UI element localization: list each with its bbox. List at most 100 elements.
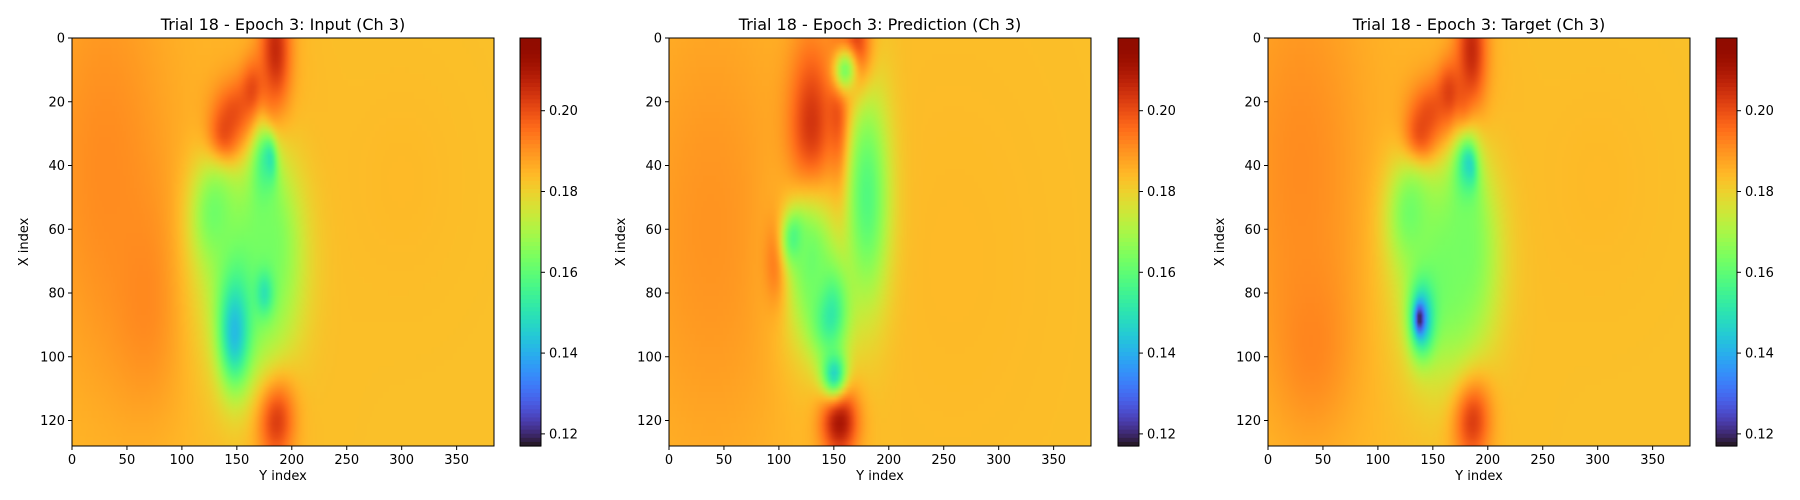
colorbar-segment: [1716, 201, 1737, 206]
colorbar-segment: [1118, 66, 1139, 72]
colorbar-segment: [1716, 188, 1737, 194]
y-tick-label: 20: [645, 95, 662, 110]
colorbar-segment: [1716, 368, 1737, 374]
y-tick-label: 60: [645, 223, 662, 238]
colorbar-segment: [520, 152, 541, 157]
colorbar-frame: [1117, 37, 1140, 447]
colorbar-segment: [1118, 70, 1139, 76]
colorbar-segment: [520, 164, 541, 170]
colorbar-segment: [520, 282, 541, 288]
colorbar-segment: [1716, 42, 1737, 47]
colorbar-segment: [520, 217, 541, 223]
colorbar-segment: [1716, 266, 1737, 272]
colorbar-segment: [1716, 429, 1737, 435]
colorbar-segment: [1716, 441, 1737, 447]
colorbar-segment: [520, 193, 541, 198]
colorbar-segment: [1118, 299, 1139, 304]
colorbar-segment: [1716, 86, 1737, 92]
colorbar-segment: [520, 392, 541, 398]
colorbar-segment: [520, 388, 541, 394]
colorbar-segment: [1118, 168, 1139, 174]
colorbar-segment: [1118, 254, 1139, 259]
y-tick-label: 80: [48, 287, 65, 302]
colorbar-segment: [520, 95, 541, 100]
colorbar-segment: [1118, 348, 1139, 353]
x-tick-label: 200: [876, 453, 901, 468]
chart-title: Trial 18 - Epoch 3: Target (Ch 3): [1352, 15, 1605, 34]
colorbar-segment: [1118, 107, 1139, 113]
colorbar-segment: [1716, 38, 1737, 43]
colorbar-segment: [1118, 99, 1139, 104]
colorbar-tick-label: 0.18: [1147, 185, 1176, 200]
colorbar-segment: [520, 197, 541, 202]
colorbar-segment: [1716, 397, 1737, 402]
colorbar-segment: [520, 286, 541, 292]
colorbar-segment: [520, 266, 541, 272]
colorbar-segment: [520, 229, 541, 235]
colorbar-segment: [520, 86, 541, 92]
colorbar-segment: [1716, 286, 1737, 292]
colorbar-segment: [1118, 188, 1139, 194]
colorbar-segment: [1118, 50, 1139, 55]
colorbar-segment: [1118, 392, 1139, 398]
colorbar-segment: [520, 246, 541, 251]
colorbar-segment: [520, 421, 541, 427]
colorbar-segment: [1716, 323, 1737, 329]
colorbar-segment: [1118, 193, 1139, 198]
colorbar-segment: [520, 111, 541, 117]
y-tick-label: 100: [637, 350, 662, 365]
colorbar-segment: [1118, 156, 1139, 161]
colorbar-segment: [1118, 103, 1139, 108]
x-tick-label: 50: [716, 453, 733, 468]
colorbar-segment: [1118, 417, 1139, 423]
y-tick-label: 20: [48, 95, 65, 110]
colorbar-segment: [1716, 315, 1737, 321]
chart-title: Trial 18 - Epoch 3: Input (Ch 3): [160, 15, 405, 34]
colorbar-segment: [520, 54, 541, 59]
colorbar-segment: [1118, 331, 1139, 337]
x-tick-label: 200: [1475, 453, 1500, 468]
colorbar-segment: [1716, 246, 1737, 251]
colorbar-segment: [520, 250, 541, 255]
chart-panel-2: Trial 18 - Epoch 3: Prediction (Ch 3) 0 50…: [614, 15, 1176, 484]
colorbar-segment: [1118, 78, 1139, 84]
y-tick-label: 120: [1236, 414, 1261, 429]
colorbar-segment: [1716, 164, 1737, 170]
colorbar-segment: [1716, 348, 1737, 353]
colorbar-segment: [1118, 38, 1139, 43]
colorbar-segment: [1118, 413, 1139, 419]
colorbar-segment: [520, 270, 541, 276]
colorbar-segment: [520, 172, 541, 178]
colorbar-segment: [1716, 295, 1737, 300]
y-tick-label: 40: [645, 159, 662, 174]
colorbar-segment: [1716, 172, 1737, 178]
colorbar-segment: [520, 123, 541, 129]
colorbar: 0.12 0.14 0.16 0.18 0.20: [1715, 37, 1774, 447]
colorbar-segment: [520, 74, 541, 80]
colorbar-segment: [520, 176, 541, 182]
colorbar-segment: [520, 307, 541, 312]
colorbar-segment: [1716, 135, 1737, 141]
colorbar-segment: [1716, 54, 1737, 59]
colorbar-segment: [1716, 376, 1737, 382]
colorbar-tick-label: 0.16: [1745, 266, 1774, 281]
colorbar-segment: [1118, 54, 1139, 59]
colorbar-segment: [520, 299, 541, 304]
colorbar-segment: [1118, 307, 1139, 312]
colorbar-segment: [520, 160, 541, 166]
colorbar-segment: [520, 184, 541, 190]
colorbar-segment: [520, 144, 541, 149]
colorbar-tick-label: 0.12: [1147, 427, 1176, 442]
colorbar-segment: [520, 335, 541, 341]
colorbar-segment: [520, 295, 541, 300]
colorbar-segment: [520, 66, 541, 72]
colorbar-segment: [1716, 356, 1737, 361]
colorbar-segment: [1716, 107, 1737, 113]
colorbar-segment: [1118, 266, 1139, 272]
colorbar-segment: [1118, 315, 1139, 321]
axes-frame: [668, 37, 1092, 447]
colorbar-segment: [1118, 46, 1139, 51]
colorbar-segment: [520, 376, 541, 382]
colorbar-segment: [1716, 184, 1737, 190]
colorbar-segment: [1118, 327, 1139, 333]
